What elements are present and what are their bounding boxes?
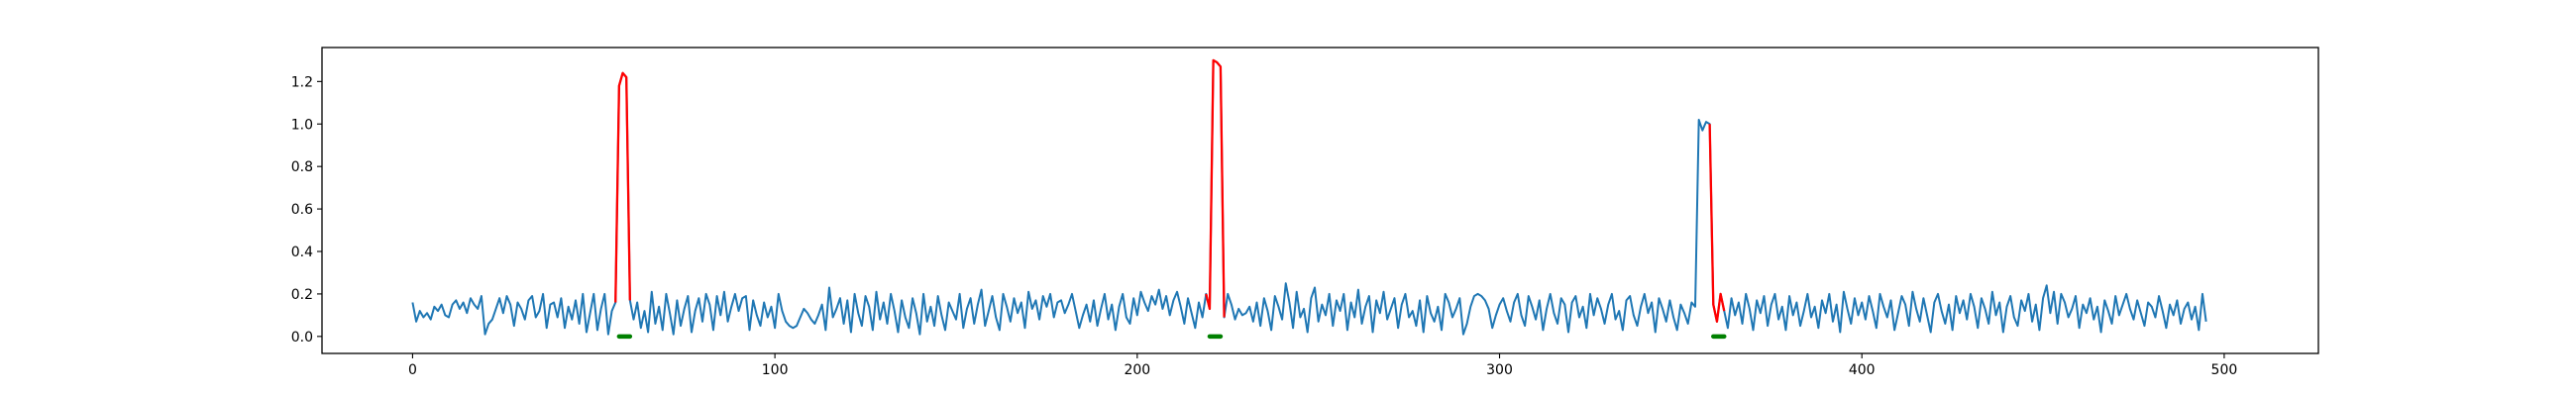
signal-series-line xyxy=(411,58,2207,336)
y-tick-label: 0.6 xyxy=(291,202,313,218)
y-tick-label: 0.2 xyxy=(291,287,313,303)
x-tick-label: 200 xyxy=(1124,362,1150,378)
y-tick-label: 0.8 xyxy=(291,159,313,175)
y-tick-label: 0.0 xyxy=(291,330,313,346)
anomaly-segment-line xyxy=(1708,124,1726,323)
series-layer xyxy=(411,58,2207,336)
x-axis: 0 100 200 300 400 500 xyxy=(408,353,2237,378)
y-tick-label: 1.0 xyxy=(291,117,313,133)
x-tick-label: 0 xyxy=(408,362,417,378)
anomaly-segment-line xyxy=(1205,58,1226,318)
x-tick-label: 500 xyxy=(2211,362,2238,378)
plot-frame xyxy=(321,47,2319,354)
x-tick-label: 300 xyxy=(1486,362,1513,378)
y-tick-label: 1.2 xyxy=(291,74,313,90)
anomaly-segment-line xyxy=(614,71,631,303)
anomaly-layer xyxy=(614,58,1726,323)
x-tick-label: 100 xyxy=(762,362,789,378)
x-tick-label: 400 xyxy=(1849,362,1876,378)
y-tick-label: 0.4 xyxy=(291,245,313,260)
y-axis: 0.0 0.2 0.4 0.6 0.8 1.0 1.2 xyxy=(291,74,322,346)
